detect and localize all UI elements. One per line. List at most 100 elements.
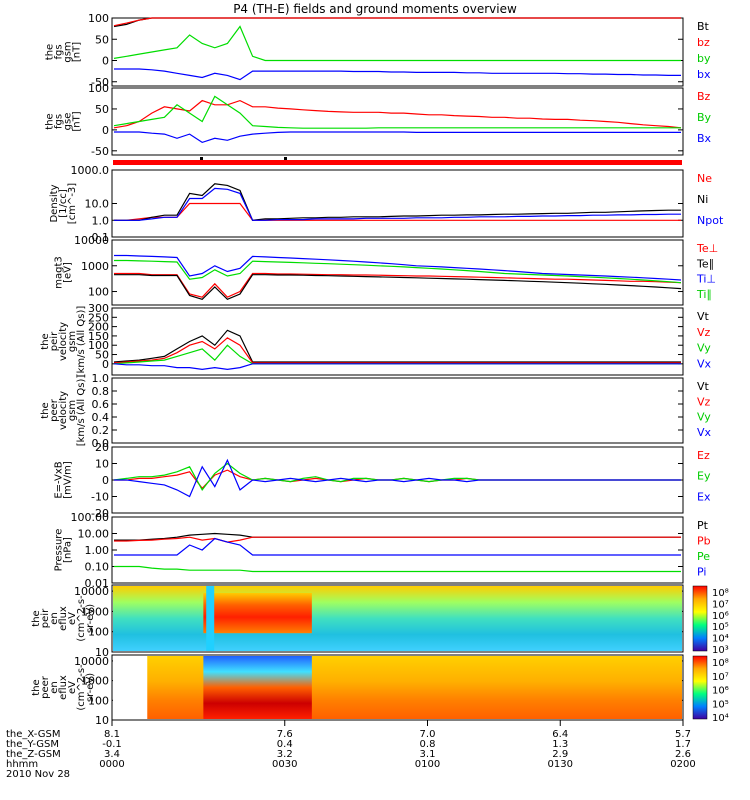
spectrogram-background [113,656,682,719]
spectrogram-edge [206,586,215,651]
y-gsm-value: 1.3 [552,739,568,750]
colorbar-tick-label: 10⁴ [712,713,729,724]
y-tick-label: 0.6 [92,398,110,411]
panel-frame [111,516,684,584]
series-line-Ni [114,183,681,221]
time-axis-row-label: 2010 Nov 28 [6,769,70,780]
y-tick-label: 10000 [74,585,109,598]
z-gsm-value: 3.2 [277,749,293,760]
series-line-by [113,25,681,62]
series-line-bx [114,68,681,81]
y-tick-label: 1.0 [92,372,110,385]
series-line-Vx [113,363,681,371]
legend-entry: Pb [697,535,711,548]
series-line-Te⊥ [114,272,682,298]
orbit-bar [113,160,682,165]
legend-entry: Bx [697,132,712,145]
y-tick-label: 100 [88,626,109,639]
legend-entry: Ti∥ [696,288,712,301]
legend-entry: by [697,52,711,65]
y-tick-label: 0.10 [85,561,110,574]
y-tick-label: 0 [102,124,109,137]
series-line-Pe [114,565,681,573]
y-tick-label: 10.00 [78,528,110,541]
legend-entry: Bt [697,20,710,33]
spectrogram-background [113,586,682,651]
y-axis-label: eflux [58,675,69,700]
panel-frame [111,584,684,653]
time-axis-row-label: hhmm [6,759,38,770]
y-tick-label: 250 [88,311,109,324]
y-tick-label: 0.8 [92,385,110,398]
legend-entry: Ne [697,172,712,185]
series-line-Ti⊥ [114,254,682,281]
series-line-Pi [114,537,681,556]
y-axis-label: (cm^2-s- [76,664,87,711]
series-line-Ex [114,458,681,498]
x-gsm-value: 7.0 [420,729,436,740]
y-axis-label: gsm [67,400,78,421]
legend-entry: Ti⊥ [696,273,716,286]
series-line-Ne [114,202,681,221]
y-tick-label: 1000.0 [71,164,110,177]
y-tick-label: 100 [88,694,109,707]
legend-entry: Vy [697,342,711,355]
y-gsm-value: 0.4 [277,739,293,750]
y-axis-label: [nPa] [63,537,74,563]
y-tick-label: 100.00 [71,511,110,524]
x-gsm-value: 5.7 [675,729,691,740]
y-tick-label: 10000 [74,234,109,247]
legend-entry: Vx [697,426,712,439]
y-axis-label: en [49,612,60,625]
y-axis-label: [nT] [72,111,83,131]
spectrogram-hot-region [203,656,312,719]
legend-entry: Pt [697,519,709,532]
y-axis-label: (cm^2-s- [76,595,87,642]
spectrogram-gap [113,656,148,719]
y-tick-label: -50 [91,145,109,158]
y-tick-label: 10 [95,714,109,727]
y-axis-label: the [31,679,42,695]
y-axis-label: [nT] [72,42,83,62]
y-tick-label: 150 [88,330,109,343]
orbit-mark [284,157,287,160]
y-axis-label: peir [49,331,60,351]
legend-entry: Vt [697,380,710,393]
series-line-Npot [114,187,681,221]
y-tick-label: 10000 [74,655,109,668]
y-axis-label: eV [67,612,78,625]
legend-entry: Ez [697,449,710,462]
panel-frame [111,17,684,87]
colorbar-tick-label: 10⁷ [712,599,729,610]
y-tick-label: 1000 [81,260,109,273]
y-tick-label: 200 [88,321,109,334]
z-gsm-value: 2.6 [675,749,691,760]
legend-entry: Te⊥ [696,242,718,255]
time-axis-row-label: the_X-GSM [6,729,60,740]
y-axis-label: fgs [54,114,65,129]
y-axis-label: [1/cc] [58,189,69,218]
panel-frame [111,654,684,721]
legend-entry: Npot [697,214,724,227]
legend-entry: bx [697,68,711,81]
y-axis-label: Density [49,184,60,222]
z-gsm-value: 3.4 [104,749,120,760]
series-line-Bx [114,131,681,144]
y-tick-label: 50 [95,349,109,362]
y-tick-label: 1.0 [92,214,110,227]
legend-entry: Te∥ [696,257,714,270]
y-axis-label: sr-eV) [85,673,96,702]
time-value: 0200 [670,759,695,770]
y-axis-label: peer [40,675,51,699]
y-axis-label: magt3 [54,256,65,289]
y-axis-label: peer [49,398,60,422]
y-axis-label: eflux [58,606,69,631]
y-tick-label: 300 [88,302,109,315]
time-value: 0030 [272,759,297,770]
y-gsm-value: 1.7 [675,739,691,750]
y-axis-label: en [49,681,60,694]
colorbar-tick-label: 10⁴ [712,634,729,645]
x-gsm-value: 8.1 [104,729,120,740]
